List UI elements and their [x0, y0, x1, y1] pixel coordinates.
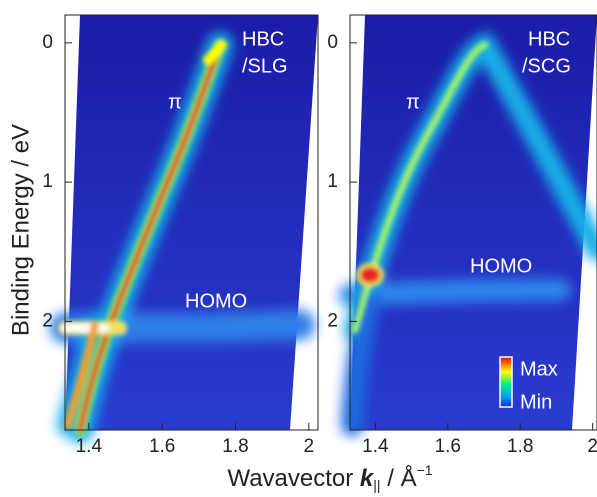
x-tick-label: 2: [304, 436, 315, 457]
annotation: HOMO: [470, 255, 532, 277]
x-tick-label: 1.8: [222, 436, 248, 457]
y-tick-label: 2: [42, 310, 53, 331]
x-label-text: Wavavector: [227, 465, 353, 492]
colorbar: [499, 356, 513, 408]
annotation: HOMO: [185, 290, 247, 312]
y-tick-label: 1: [327, 171, 338, 192]
y-axis-label: Binding Energy / eV: [7, 124, 34, 336]
annotation: HBC: [242, 28, 284, 50]
x-tick-label: 1.6: [435, 436, 461, 457]
colorbar-min: Min: [520, 391, 552, 413]
annotation: π: [168, 91, 182, 113]
y-tick-label: 1: [42, 171, 53, 192]
colorbar-max: Max: [520, 358, 558, 380]
x-label-symbol: k: [360, 465, 375, 492]
x-tick-label: 1.8: [507, 436, 533, 457]
x-tick-label: 1.4: [362, 436, 389, 457]
x-axis-label: Wavavector k|| / Å−1: [227, 462, 432, 497]
x-label-exponent: −1: [417, 462, 433, 478]
y-tick-label: 0: [327, 32, 338, 53]
y-tick-label: 0: [42, 32, 53, 53]
plot-frame: [349, 14, 597, 431]
x-tick-label: 1.4: [76, 436, 103, 457]
annotation: /SCG: [522, 55, 571, 77]
heatmap-right: [339, 15, 597, 436]
x-tick-label: 1.6: [149, 436, 175, 457]
y-tick-label: 2: [327, 310, 338, 331]
x-label-subscript: ||: [373, 477, 380, 493]
x-tick-label: 2: [587, 436, 597, 457]
annotation: /SLG: [242, 55, 288, 77]
heatmap-left: [50, 15, 318, 443]
annotation: π: [406, 91, 420, 113]
plot-frame: [64, 14, 319, 431]
annotation: HBC: [528, 28, 570, 50]
x-label-unit: / Å: [387, 464, 416, 492]
